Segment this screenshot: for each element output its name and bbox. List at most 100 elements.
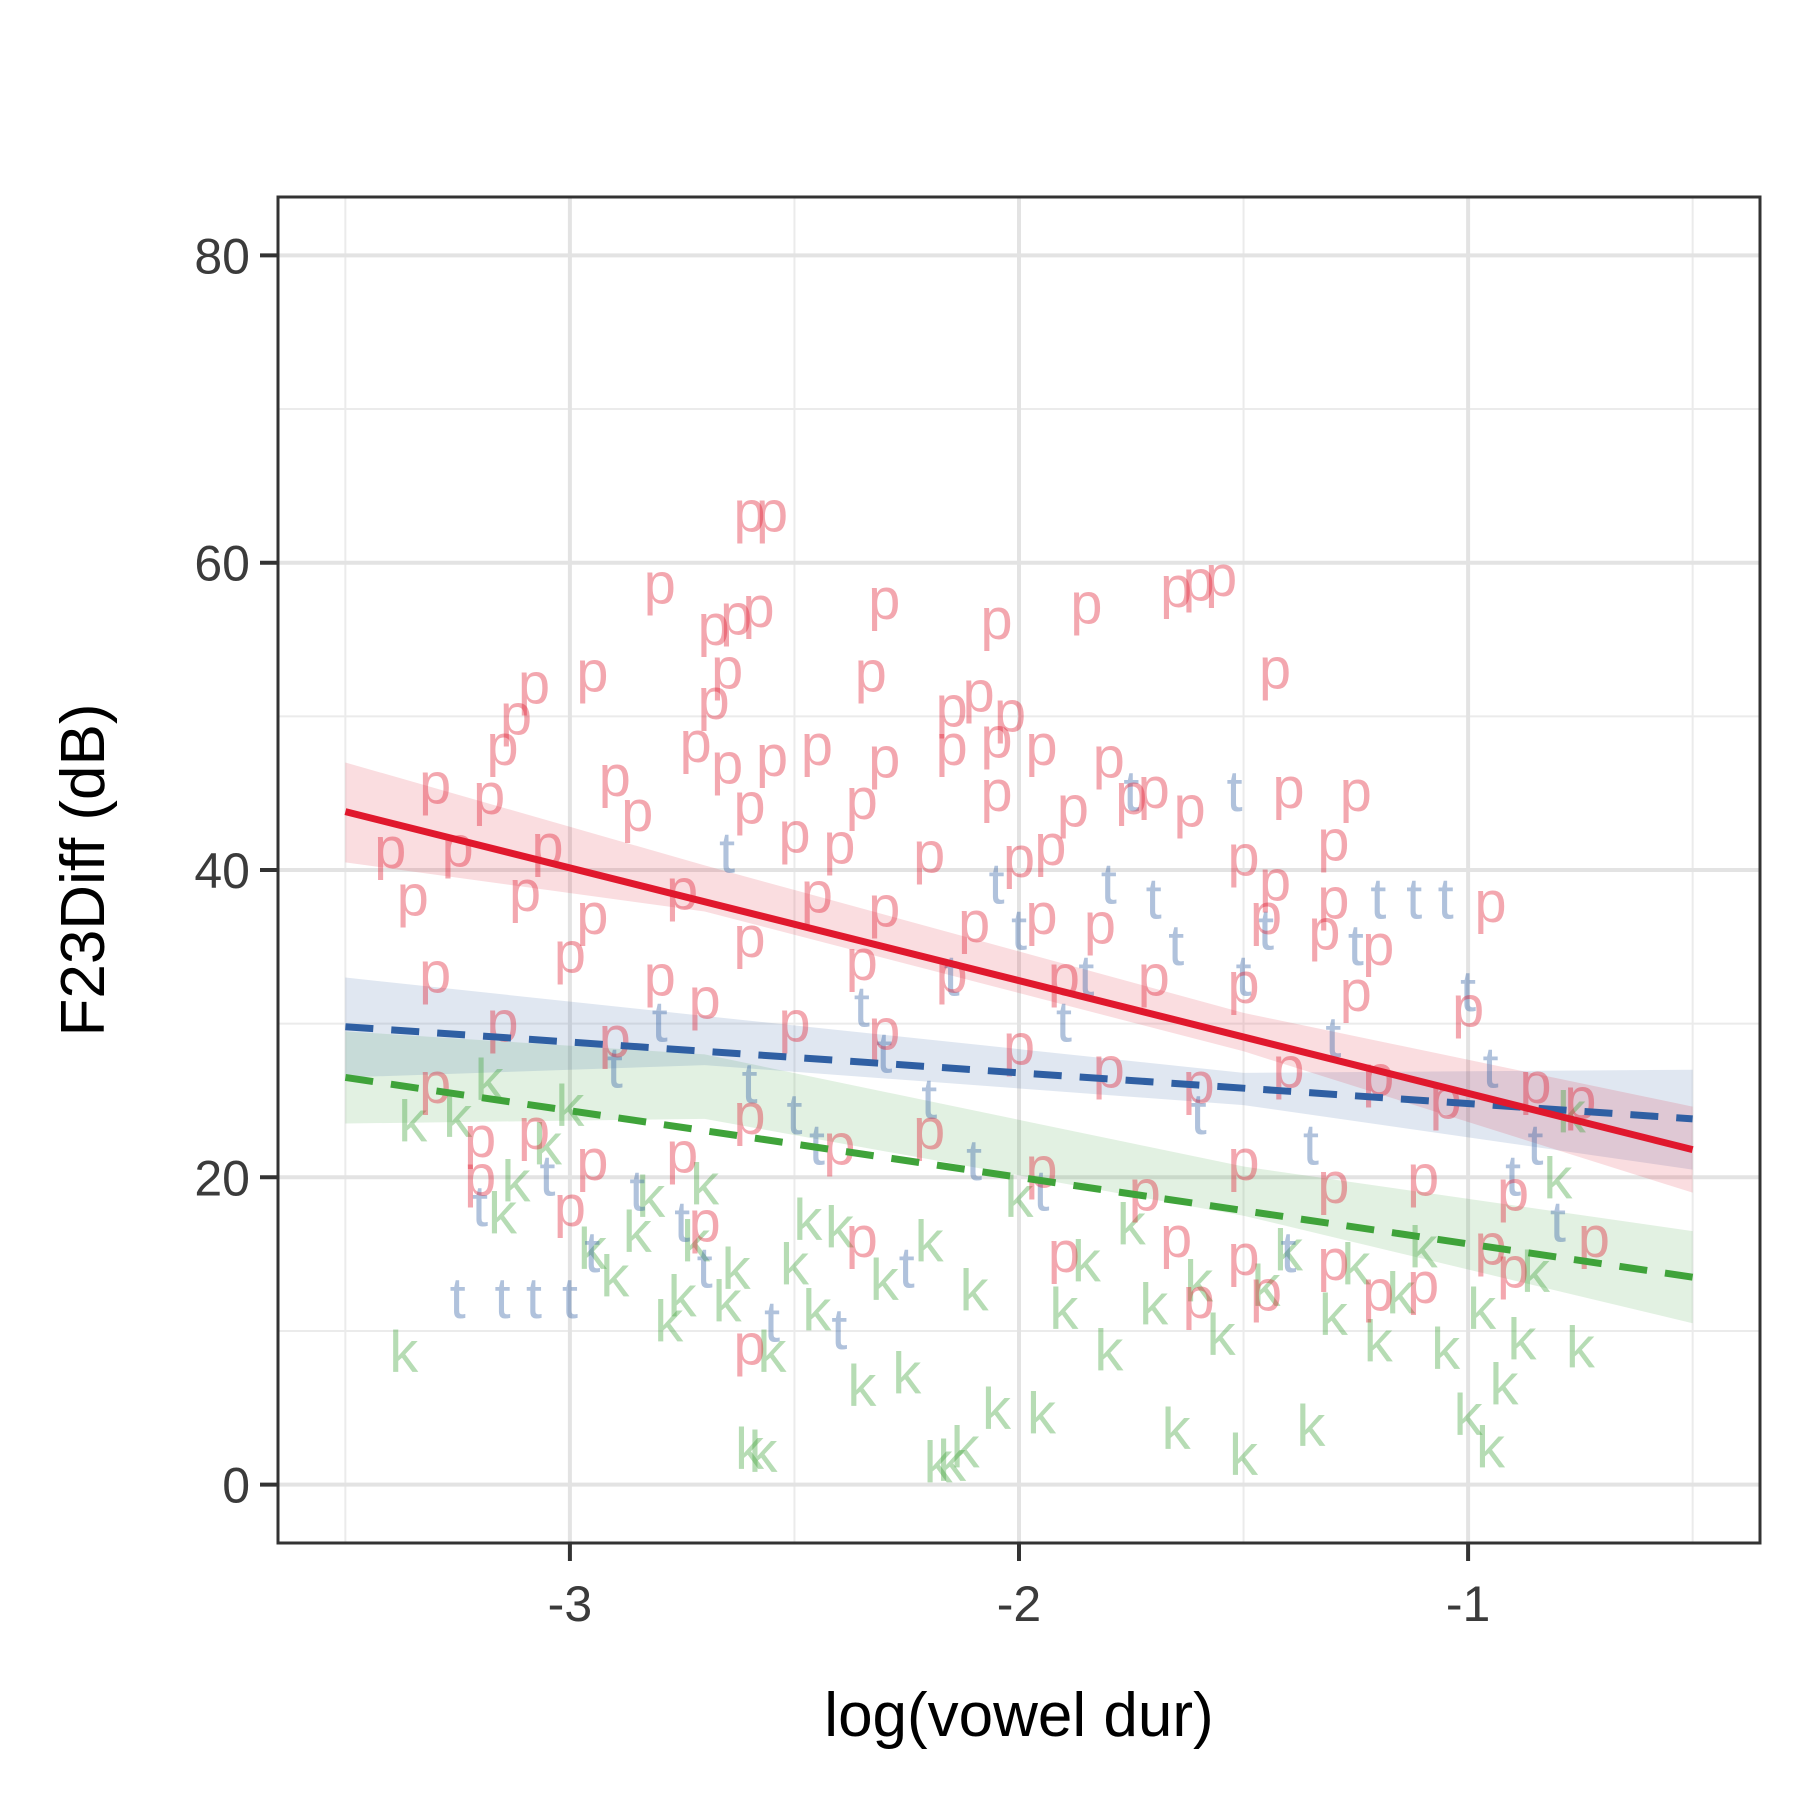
data-point-t: t bbox=[1460, 959, 1476, 1024]
y-axis-ticks: 0 20 40 60 80 bbox=[194, 228, 278, 1514]
data-point-p: p bbox=[778, 801, 810, 866]
data-point-p: p bbox=[576, 639, 608, 704]
data-point-t: t bbox=[584, 1220, 600, 1285]
data-point-t: t bbox=[831, 1297, 847, 1362]
data-point-p: p bbox=[868, 874, 900, 939]
data-point-k: k bbox=[389, 1320, 419, 1385]
data-point-t: t bbox=[764, 1289, 780, 1354]
data-point-p: p bbox=[1183, 1266, 1215, 1331]
data-point-p: p bbox=[1308, 897, 1340, 962]
data-point-k: k bbox=[1296, 1394, 1326, 1459]
data-point-t: t bbox=[1280, 1220, 1296, 1285]
data-point-k: k bbox=[1252, 1254, 1282, 1319]
data-point-p: p bbox=[1025, 882, 1057, 947]
data-point-p: p bbox=[1048, 944, 1080, 1009]
y-tick-label: 0 bbox=[222, 1458, 250, 1514]
data-point-p: p bbox=[576, 1128, 608, 1193]
data-point-t: t bbox=[988, 851, 1004, 916]
data-point-p: p bbox=[1317, 1228, 1349, 1293]
data-point-p: p bbox=[1272, 756, 1304, 821]
data-point-t: t bbox=[899, 1235, 915, 1300]
data-point-p: p bbox=[1362, 1259, 1394, 1324]
data-point-t: t bbox=[786, 1082, 802, 1147]
data-point-t: t bbox=[450, 1266, 466, 1331]
data-point-p: p bbox=[1317, 867, 1349, 932]
data-point-p: p bbox=[711, 732, 743, 797]
data-point-p: p bbox=[554, 1174, 586, 1239]
data-point-p: p bbox=[1003, 1013, 1035, 1078]
data-point-p: p bbox=[1362, 913, 1394, 978]
data-point-t: t bbox=[697, 1235, 713, 1300]
data-point-k: k bbox=[1409, 1216, 1439, 1281]
data-point-p: p bbox=[1497, 1159, 1529, 1224]
data-point-p: p bbox=[962, 659, 994, 724]
data-point-t: t bbox=[1438, 867, 1454, 932]
data-point-t: t bbox=[1348, 913, 1364, 978]
data-point-p: p bbox=[464, 1105, 496, 1170]
data-point-p: p bbox=[518, 652, 550, 717]
data-point-p: p bbox=[419, 751, 451, 816]
data-point-k: k bbox=[533, 1113, 563, 1178]
data-point-p: p bbox=[1084, 891, 1116, 956]
x-tick-label: -2 bbox=[997, 1576, 1041, 1632]
data-point-p: p bbox=[442, 814, 474, 879]
data-point-t: t bbox=[1168, 913, 1184, 978]
data-point-p: p bbox=[599, 744, 631, 809]
data-point-k: k bbox=[623, 1200, 653, 1265]
data-point-p: p bbox=[509, 859, 541, 924]
data-point-t: t bbox=[854, 974, 870, 1039]
data-point-k: k bbox=[1027, 1381, 1057, 1446]
data-point-p: p bbox=[1048, 1220, 1080, 1285]
data-point-p: p bbox=[689, 1189, 721, 1254]
data-point-p: p bbox=[711, 636, 743, 701]
data-point-p: p bbox=[1034, 813, 1066, 878]
data-point-t: t bbox=[1235, 944, 1251, 1009]
data-point-p: p bbox=[868, 725, 900, 790]
regression-line-p bbox=[344, 808, 1694, 1154]
data-point-k: k bbox=[1274, 1219, 1304, 1284]
data-point-p: p bbox=[1250, 882, 1282, 947]
data-point-t: t bbox=[1146, 867, 1162, 932]
data-point-p: p bbox=[1057, 775, 1089, 840]
data-point-p: p bbox=[1093, 725, 1125, 790]
data-point-t: t bbox=[1550, 1189, 1566, 1254]
confidence-band-k bbox=[345, 1031, 1693, 1324]
data-point-p: p bbox=[846, 767, 878, 832]
data-point-k: k bbox=[825, 1196, 855, 1261]
data-point-t: t bbox=[876, 1020, 892, 1085]
data-point-k: k bbox=[951, 1415, 981, 1480]
data-point-p: p bbox=[697, 593, 729, 658]
data-point-k: k bbox=[793, 1188, 823, 1253]
data-point-p: p bbox=[486, 713, 518, 778]
data-point-p: p bbox=[823, 811, 855, 876]
data-point-p: p bbox=[868, 997, 900, 1062]
data-point-k: k bbox=[555, 1074, 585, 1139]
data-point-p: p bbox=[554, 921, 586, 986]
data-point-p: p bbox=[666, 1120, 698, 1185]
data-point-t: t bbox=[607, 1036, 623, 1101]
data-point-p: p bbox=[1340, 759, 1372, 824]
data-point-p: p bbox=[936, 713, 968, 778]
data-point-t: t bbox=[562, 1266, 578, 1331]
data-point-p: p bbox=[846, 1205, 878, 1270]
data-point-t: t bbox=[1406, 867, 1422, 932]
data-point-p: p bbox=[868, 567, 900, 632]
data-point-t: t bbox=[1325, 1005, 1341, 1070]
data-point-k: k bbox=[1467, 1277, 1497, 1342]
confidence-band-t bbox=[345, 977, 1693, 1170]
data-point-p: p bbox=[913, 1097, 945, 1162]
x-tick-label: -1 bbox=[1446, 1576, 1490, 1632]
y-tick-label: 60 bbox=[194, 536, 250, 592]
data-point-p: p bbox=[397, 864, 429, 929]
data-points: kk kkkkkkkkkkkkkkkkkkkkkkkkkkkkkkkkkkkkkk… bbox=[374, 480, 1610, 1496]
data-point-p: p bbox=[756, 724, 788, 789]
data-point-p: p bbox=[855, 639, 887, 704]
data-point-t: t bbox=[526, 1266, 542, 1331]
data-point-k: k bbox=[1094, 1318, 1124, 1383]
data-point-p: p bbox=[1025, 1136, 1057, 1201]
data-point-p: p bbox=[644, 944, 676, 1009]
data-point-k: k bbox=[722, 1237, 752, 1302]
data-point-k: k bbox=[780, 1232, 810, 1297]
data-point-p: p bbox=[980, 587, 1012, 652]
data-point-k: k bbox=[713, 1269, 743, 1334]
